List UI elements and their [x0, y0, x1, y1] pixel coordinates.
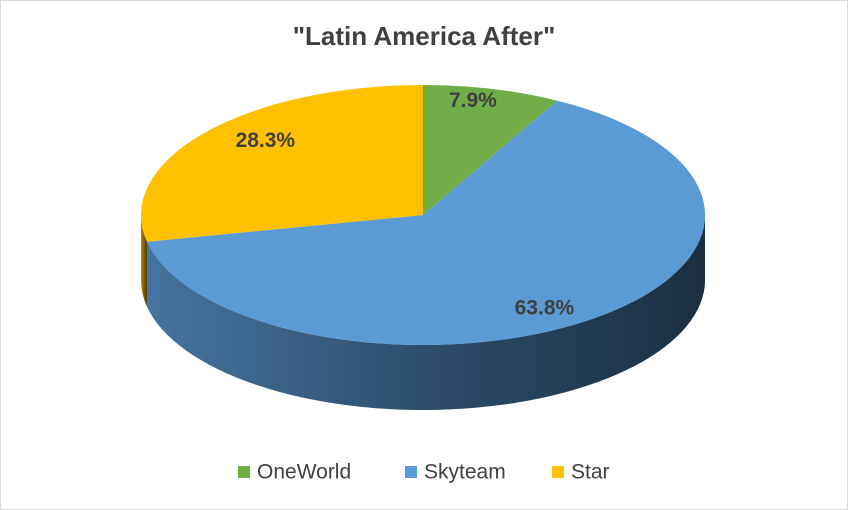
legend-label: Skyteam	[424, 461, 506, 484]
legend-swatch	[552, 466, 564, 478]
slice-side-shade	[147, 215, 706, 410]
legend-label: OneWorld	[257, 461, 351, 484]
legend-swatch	[405, 466, 417, 478]
legend-label: Star	[571, 461, 610, 484]
chart-title: "Latin America After"	[293, 21, 556, 51]
slice	[141, 85, 423, 242]
slice-side-shade	[141, 215, 148, 307]
slice	[423, 85, 558, 215]
data-label: 28.3%	[236, 129, 296, 152]
data-label: 7.9%	[449, 89, 497, 112]
legend-swatch	[238, 466, 250, 478]
slice	[147, 100, 706, 346]
data-label: 63.8%	[515, 296, 575, 319]
